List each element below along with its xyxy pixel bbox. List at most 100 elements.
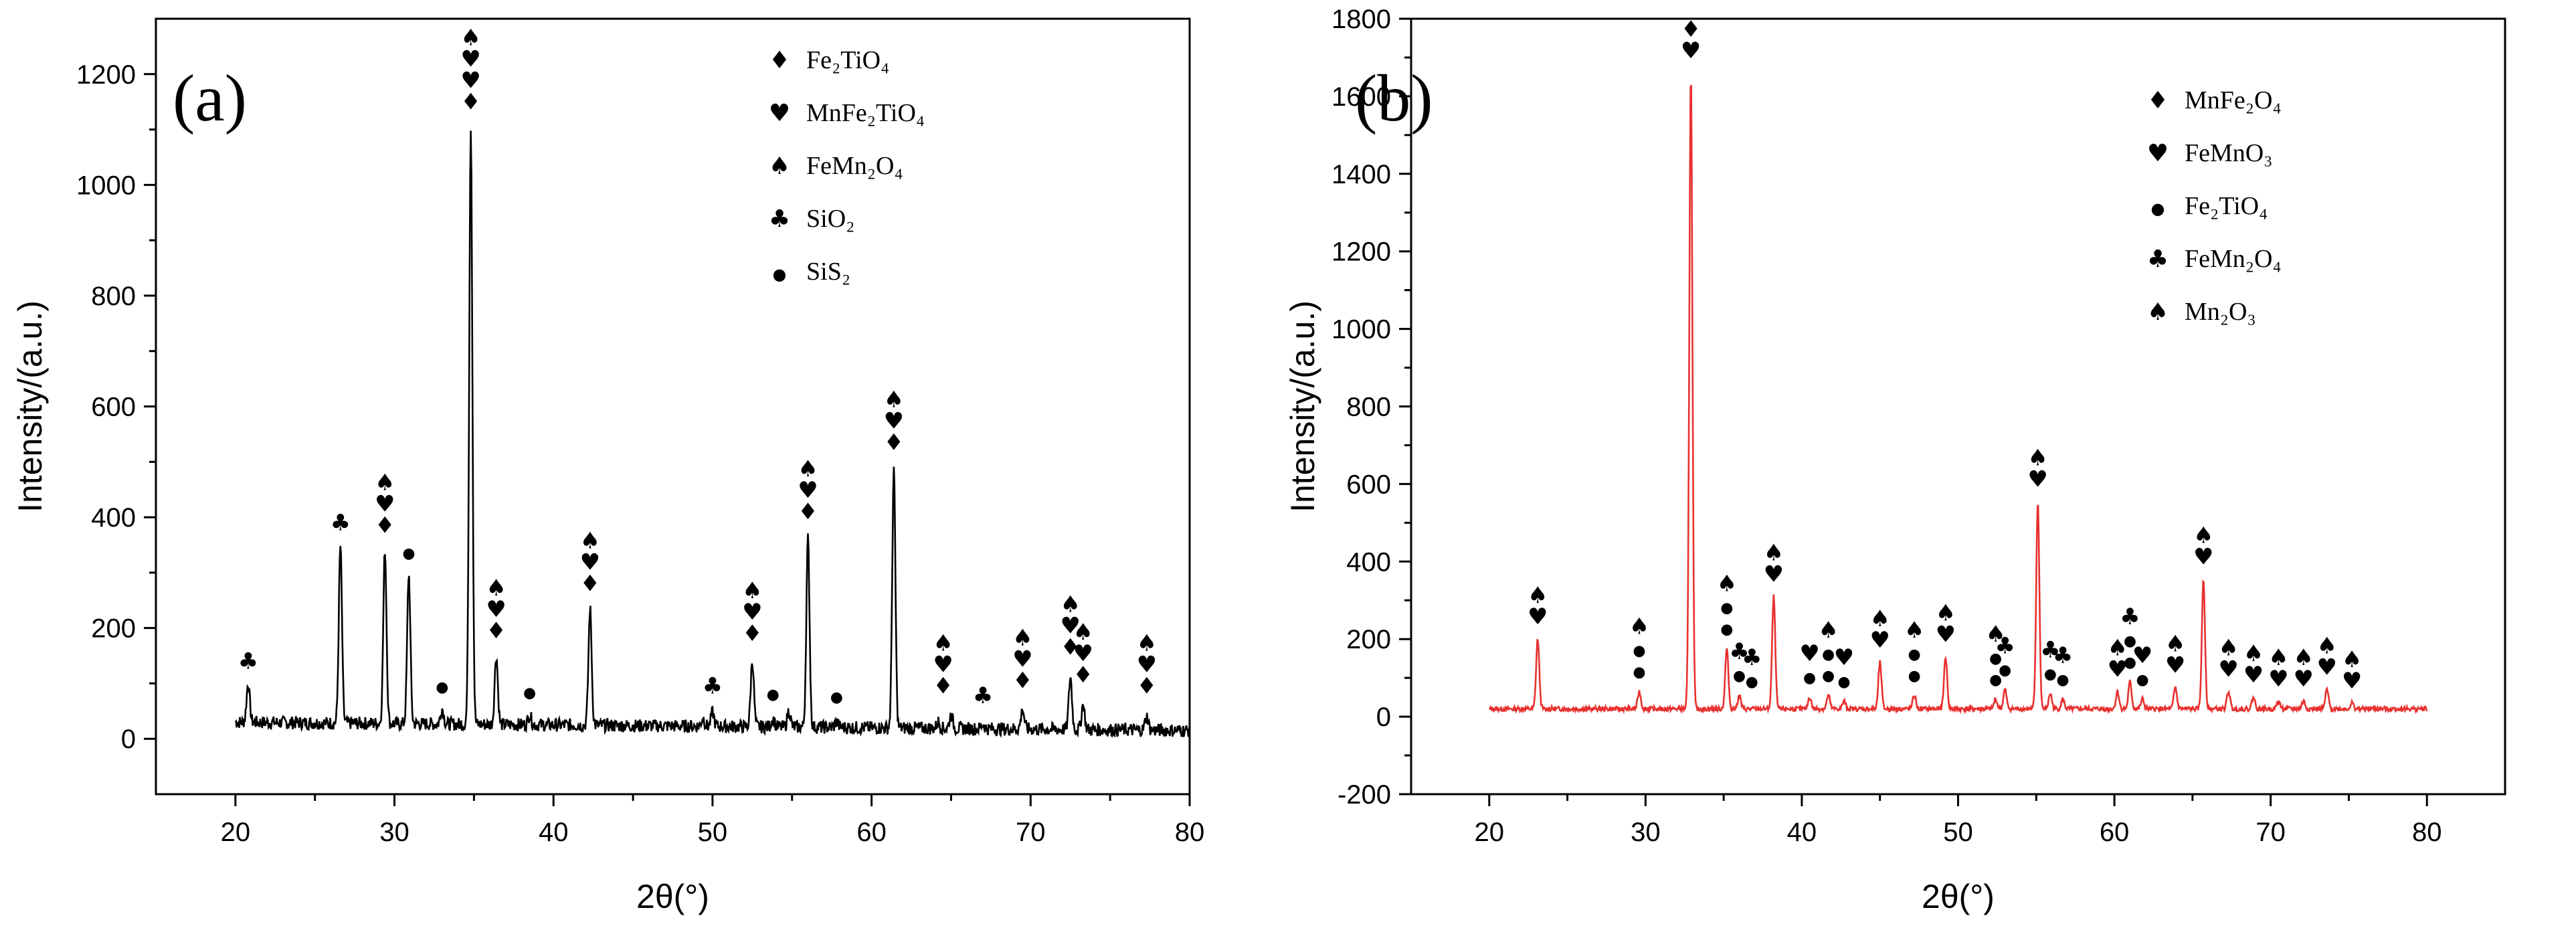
peak-marker-a: ♥	[460, 45, 480, 72]
y-tick-label-b: 1600	[1331, 82, 1391, 112]
x-tick-label-b: 20	[1475, 818, 1505, 847]
peak-marker-a: ♣	[703, 673, 723, 700]
peak-marker-b: ♠	[2165, 631, 2185, 658]
peak-marker-b: ♣	[1742, 644, 1762, 671]
peak-marker-b: ●	[1822, 668, 1835, 684]
y-tick-label-a: 200	[91, 614, 136, 644]
peak-marker-a: ♦	[1060, 634, 1080, 661]
legend-symbol-b: ♦	[2147, 87, 2169, 114]
peak-marker-b: ♣	[2053, 642, 2073, 669]
x-tick-label-a: 20	[221, 818, 251, 847]
peak-marker-b: ♦	[1681, 16, 1701, 43]
peak-marker-b: ♠	[1985, 621, 2005, 648]
peak-marker-a: ♥	[1012, 646, 1032, 672]
peak-marker-b: ●	[1746, 674, 1758, 690]
peak-marker-b: ♠	[1764, 539, 1784, 566]
x-tick-label-b: 50	[1943, 818, 1973, 847]
peak-marker-b: ♥	[2027, 466, 2047, 492]
x-tick-label-a: 60	[856, 818, 887, 847]
peak-marker-a: ♥	[742, 599, 762, 626]
peak-marker-b: ♥	[2342, 668, 2362, 694]
legend-label-a: FeMn₂O₄	[806, 152, 903, 180]
x-axis-title-a: 2θ(°)	[636, 878, 709, 915]
y-tick-label-a: 1200	[76, 60, 136, 90]
peak-marker-b: ♥	[2108, 656, 2128, 682]
peak-marker-b: ●	[1720, 622, 1733, 638]
y-tick-label-b: 1000	[1331, 315, 1391, 345]
peak-marker-b: ♠	[2316, 633, 2336, 660]
peak-marker-b: ●	[1803, 670, 1816, 686]
peak-marker-b: ♥	[1528, 604, 1548, 630]
peak-marker-a: ♣	[238, 648, 258, 674]
peak-marker-b: ♥	[2243, 662, 2264, 688]
y-tick-label-b: 600	[1346, 470, 1391, 499]
y-tick-label-b: 1800	[1331, 5, 1391, 34]
legend-label-a: SiO₂	[806, 205, 854, 233]
peak-marker-a: ♠	[884, 386, 904, 413]
legend-label-a: SiS₂	[806, 258, 850, 286]
legend-symbol-b: ♠	[2147, 298, 2169, 326]
y-tick-label-a: 0	[121, 725, 136, 754]
peak-marker-b: ♥	[2132, 642, 2152, 669]
peak-marker-a: ♥	[798, 477, 818, 504]
legend-symbol-a: ♣	[769, 205, 790, 233]
peak-marker-b: ♥	[2165, 652, 2185, 679]
peak-marker-a: ●	[523, 684, 536, 701]
peak-marker-b: ♠	[2027, 444, 2047, 471]
y-tick-label-a: 800	[91, 282, 136, 311]
legend-symbol-a: ♥	[769, 100, 790, 127]
y-tick-label-b: 1200	[1331, 238, 1391, 267]
x-tick-label-b: 80	[2412, 818, 2442, 847]
peak-marker-b: ♥	[1764, 561, 1784, 587]
peak-marker-b: ♥	[2316, 654, 2336, 681]
peak-marker-a: ♠	[1073, 619, 1093, 646]
peak-marker-a: ♥	[1073, 640, 1093, 667]
peak-marker-b: ♥	[2218, 656, 2238, 682]
peak-marker-b: ♥	[2293, 666, 2313, 692]
x-tick-label-b: 60	[2100, 818, 2130, 847]
peak-marker-a: ♦	[884, 429, 904, 456]
peak-marker-a: ♦	[460, 88, 480, 115]
peak-marker-b: ♠	[1904, 617, 1924, 644]
peak-marker-a: ♦	[580, 571, 600, 597]
peak-marker-b: ♥	[2193, 543, 2213, 570]
peak-marker-b: ●	[1989, 650, 2002, 667]
peak-marker-b: ●	[1989, 672, 2002, 688]
peak-marker-a: ♠	[742, 577, 762, 604]
peak-marker-a: ♠	[460, 24, 480, 51]
peak-marker-b: ♥	[1869, 627, 1890, 654]
legend-label-b: MnFe₂O₄	[2185, 86, 2282, 114]
peak-marker-a: ♥	[375, 491, 395, 518]
peak-marker-b: ♠	[1629, 613, 1649, 640]
peak-marker-b: ♠	[1818, 617, 1838, 644]
peak-marker-a: ●	[767, 686, 779, 703]
peak-marker-b: ♠	[2193, 522, 2213, 549]
panel-label-a: (a)	[173, 61, 247, 135]
peak-marker-b: ●	[2044, 666, 2057, 682]
y-tick-label-b: 200	[1346, 625, 1391, 654]
peak-marker-b: ♠	[2108, 634, 2128, 661]
plot-frame-b	[1410, 17, 2506, 796]
x-tick-label-b: 40	[1787, 818, 1817, 847]
xrd-pattern-line-a	[234, 130, 1191, 738]
peak-marker-b: ♣	[1729, 638, 1749, 665]
peak-marker-a: ♥	[486, 596, 506, 623]
peak-marker-b: ●	[1837, 674, 1850, 690]
peak-marker-b: ♥	[2268, 666, 2288, 692]
peak-marker-a: ♥	[1060, 613, 1080, 640]
x-tick-label-b: 30	[1631, 818, 1661, 847]
peak-marker-b: ●	[1822, 646, 1835, 663]
peak-marker-b: ●	[2124, 654, 2136, 671]
peak-marker-a: ♥	[460, 67, 480, 94]
chart-panel-b: 20 30 40 50 60 70 80 -200 0 200 400 600 800 1000 1200 1…	[1288, 0, 2576, 928]
peak-marker-a: ♠	[933, 630, 953, 657]
peak-marker-a: ♥	[580, 549, 600, 576]
legend-label-b: FeMn₂O₄	[2185, 245, 2282, 273]
peak-marker-a: ♠	[1137, 630, 1157, 657]
legend-symbol-b: ●	[2151, 199, 2165, 218]
peak-marker-b: ♣	[2040, 636, 2060, 663]
peak-marker-b: ●	[2056, 672, 2069, 688]
peak-marker-b: ♥	[1681, 37, 1701, 64]
peak-marker-b: ♥	[1936, 621, 1956, 648]
x-tick-label-a: 30	[379, 818, 409, 847]
